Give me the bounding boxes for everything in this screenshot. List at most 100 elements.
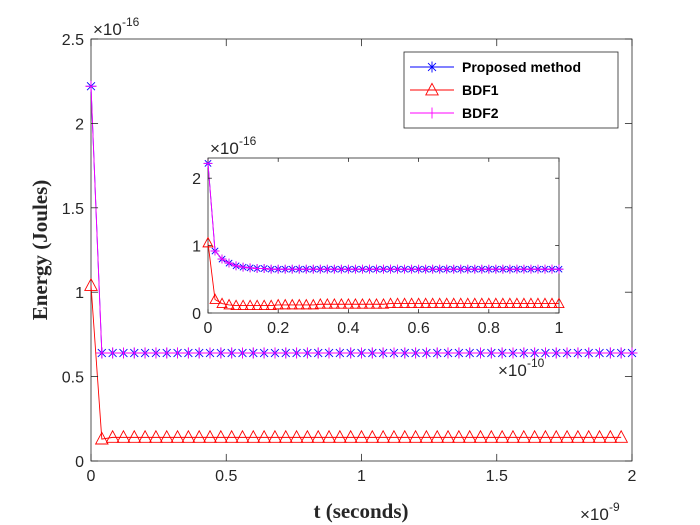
inset-series-1-point-31-shape: [419, 297, 432, 308]
inset-series-1-point-13: [293, 298, 305, 310]
main-series-1-point-28: [387, 429, 401, 443]
inset-series-1-point-24-shape: [370, 298, 383, 309]
main-series-1-point-9: [181, 429, 196, 443]
main-series-2-point-1: [96, 347, 108, 359]
main-series-1-point-27: [376, 429, 391, 443]
inset-series-1-point-21: [349, 298, 362, 309]
main-series-2-point-28: [388, 347, 400, 359]
inset-series-1-point-7-shape: [251, 299, 263, 310]
main-series-1-point-48-shape: [603, 429, 618, 443]
inset-series-1-point-31: [419, 297, 432, 308]
main-series-2-point-2: [107, 347, 119, 359]
main-series-1-point-18-shape: [278, 429, 293, 443]
inset-series-1-point-14-shape: [300, 298, 312, 310]
main-series-2-point-11: [204, 347, 216, 359]
main-series-2-point-18: [280, 347, 292, 359]
main-series-1-point-2: [105, 429, 120, 443]
main-series-1-point-22: [322, 429, 336, 443]
legend-item-1-marker: [425, 82, 439, 96]
inset-series-1-point-2: [216, 297, 228, 308]
inset-x-tick-label-0: 0: [204, 320, 213, 337]
inset-series-2-point-3: [224, 258, 234, 268]
main-series-1-point-11-shape: [203, 429, 217, 443]
inset-series-1-point-27-shape: [391, 297, 404, 308]
inset-series-2-point-5: [238, 262, 248, 272]
inset-series-1-point-35: [447, 297, 460, 308]
inset-series-1-point-13-shape: [293, 298, 305, 310]
main-series-1-point-23-shape: [332, 429, 347, 443]
inset-series-1-point-47-shape: [532, 297, 544, 308]
legend-item-1: BDF1: [410, 82, 499, 98]
main-series-2-point-34: [453, 347, 465, 359]
main-axes: 0 0.5 1 1.5 2 0 0.5 1 1.5 2 2.5: [62, 32, 637, 485]
inset-series-1-point-8: [258, 299, 270, 310]
inset-y-exponent: ×10 -16: [210, 134, 257, 158]
inset-series-1-point-33: [433, 297, 446, 308]
inset-series-1-point-38: [469, 297, 481, 308]
inset-series-1-point-36-shape: [455, 297, 467, 308]
main-series-2-point-25: [356, 347, 367, 359]
inset-series-1-point-29-shape: [405, 297, 418, 308]
main-series-2-point-37: [485, 347, 497, 359]
inset-series-1-point-20: [342, 298, 355, 309]
main-series-2-point-13: [226, 347, 238, 359]
inset-y-tick-label-2: 2: [192, 171, 201, 188]
inset-series-1-point-25-shape: [377, 298, 390, 309]
inset-series-1-point-39-shape: [476, 297, 488, 308]
main-series-1-point-26: [365, 429, 380, 443]
inset-series-1-point-16-shape: [314, 298, 327, 309]
inset-series-1-point-12-shape: [286, 298, 298, 310]
main-series-2-point-12: [215, 347, 227, 359]
inset-axes: 0 0.2 0.4 0.6 0.8 1 0 1 2: [192, 158, 564, 337]
inset-series-1-point-18: [328, 298, 341, 309]
main-series-1-point-12: [213, 429, 228, 443]
inset-series-1-point-32: [426, 297, 439, 308]
inset-series-1: [202, 236, 565, 310]
legend-item-1-marker-shape: [425, 82, 439, 96]
main-series-1-point-30: [408, 429, 423, 443]
main-series-2-point-36: [475, 347, 487, 359]
inset-series-1-point-34-shape: [440, 297, 453, 308]
inset-series-1-point-0: [202, 236, 214, 248]
inset-series-1-point-32-shape: [426, 297, 439, 308]
main-series-1-point-0: [84, 277, 98, 291]
main-series-1-point-6-shape: [148, 429, 163, 443]
main-series-2-point-29: [399, 347, 411, 359]
inset-series-1-point-9: [265, 299, 277, 310]
main-series-2-point-43: [550, 347, 562, 359]
main-series-1-point-27-shape: [376, 429, 391, 443]
main-series-1-point-29-shape: [397, 429, 412, 443]
main-series-1-point-21-shape: [311, 429, 326, 443]
main-series-2-point-40: [518, 347, 530, 359]
inset-series-2-point-8: [259, 264, 269, 273]
main-series-2-point-22: [323, 347, 335, 359]
main-series-1-point-7-shape: [159, 429, 174, 443]
main-y-tick-label-4: 2: [75, 116, 84, 133]
inset-series-1-point-35-shape: [447, 297, 460, 308]
legend-item-1-label: BDF1: [462, 82, 499, 98]
inset-series-1-point-40-shape: [483, 297, 495, 308]
inset-series-1-point-16: [314, 298, 327, 309]
inset-series-1-point-41: [490, 297, 502, 308]
inset-series-2-point-50: [554, 264, 564, 274]
main-series-1-point-10-shape: [192, 429, 207, 443]
inset-series-1-point-11: [279, 298, 291, 310]
inset-series-1-point-40: [483, 297, 495, 308]
main-series-2-point-44: [561, 347, 573, 359]
inset-x-exponent-base: ×10: [498, 361, 527, 380]
inset-series-1-point-41-shape: [490, 297, 502, 308]
inset-series-1-point-1: [209, 293, 221, 304]
main-series-2-point-41: [529, 347, 541, 359]
main-series-1-point-15-shape: [246, 429, 261, 443]
legend-item-0-marker-d2: [427, 62, 437, 72]
main-series-1-point-1: [94, 431, 109, 445]
main-series-2-point-24: [345, 347, 357, 359]
main-series-2-point-20: [301, 347, 313, 359]
main-series-2-point-16: [258, 347, 270, 359]
inset-series-1-point-36: [455, 297, 467, 308]
main-y-tick-label-5: 2.5: [62, 32, 84, 49]
inset-x-exponent: ×10 -10: [498, 356, 545, 380]
inset-series-1-point-45-shape: [518, 297, 530, 308]
main-series-1-point-35-shape: [462, 429, 477, 443]
inset-series-1-point-6: [244, 299, 256, 310]
